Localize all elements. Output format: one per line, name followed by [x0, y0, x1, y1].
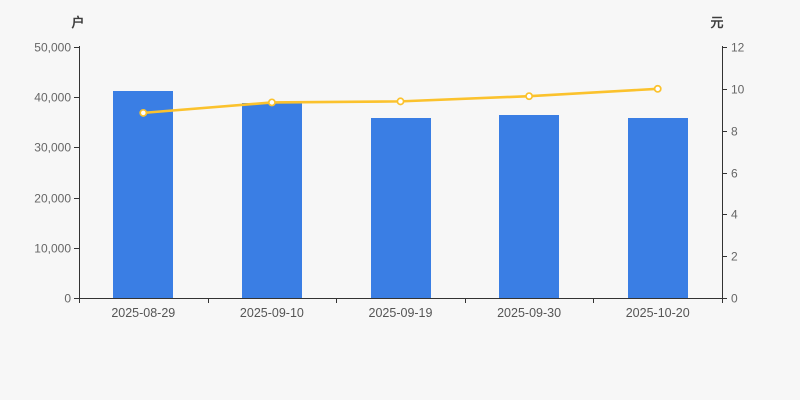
x-axis-label-2025-08-29: 2025-08-29: [111, 306, 175, 320]
left-axis-unit-label: 户: [71, 15, 84, 30]
bar-2025-09-19[interactable]: [371, 118, 431, 298]
line-marker-2025-09-30[interactable]: [525, 92, 534, 101]
left-axis-tick-label: 0: [64, 292, 71, 306]
right-axis-tick-label: 10: [731, 83, 745, 97]
bar-2025-09-10[interactable]: [242, 103, 302, 298]
bar-2025-09-30[interactable]: [499, 115, 559, 298]
line-marker-2025-09-19[interactable]: [396, 97, 405, 106]
x-axis-label-2025-09-19: 2025-09-19: [369, 306, 433, 320]
x-axis-label-2025-09-10: 2025-09-10: [240, 306, 304, 320]
right-axis-tick-label: 4: [731, 208, 738, 222]
bar-2025-08-29[interactable]: [113, 91, 173, 298]
left-axis-tick-label: 50,000: [34, 41, 71, 55]
chart-plot-area: 0 10,000 20,000 30,000 40,000 50,000 0 2 4 6 8 10 12…: [34, 41, 744, 321]
left-axis-tick-label: 10,000: [34, 242, 71, 256]
right-axis-tick-label: 6: [731, 167, 738, 181]
right-axis-tick-label: 2: [731, 250, 738, 264]
left-axis-tick-label: 20,000: [34, 192, 71, 206]
line-marker-2025-08-29[interactable]: [139, 108, 148, 117]
bar-2025-10-20[interactable]: [628, 118, 688, 298]
right-axis-tick-label: 0: [731, 292, 738, 306]
left-axis-tick-label: 40,000: [34, 91, 71, 105]
x-axis-label-2025-09-30: 2025-09-30: [497, 306, 561, 320]
right-axis-tick-label: 8: [731, 125, 738, 139]
right-axis-tick-label: 12: [731, 41, 745, 55]
line-marker-2025-09-10[interactable]: [267, 98, 276, 107]
x-axis-label-2025-10-20: 2025-10-20: [626, 306, 690, 320]
left-axis-tick-label: 30,000: [34, 141, 71, 155]
right-axis-unit-label: 元: [710, 15, 723, 30]
line-marker-2025-10-20[interactable]: [653, 84, 662, 93]
